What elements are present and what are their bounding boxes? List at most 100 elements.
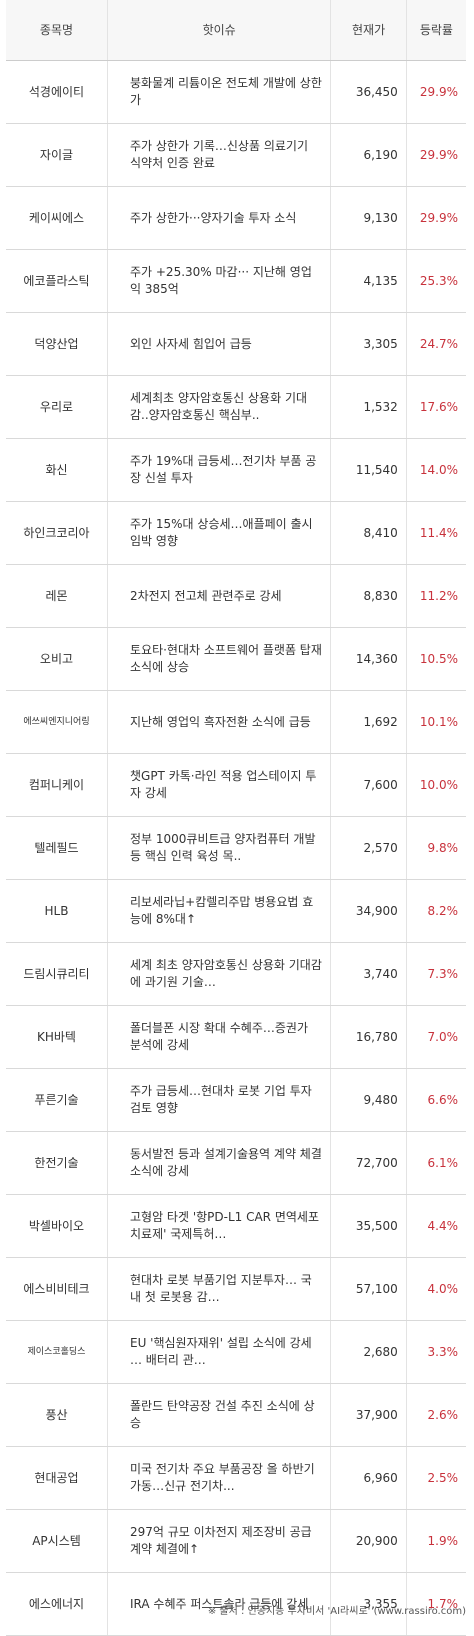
table-body: 석경에이티 붕화물계 리튬이온 전도체 개발에 상한가 36,450 29.9% 자이글… xyxy=(6,60,466,1636)
stock-name: 오비고 xyxy=(6,627,108,691)
hot-issue: 붕화물계 리튬이온 전도체 개발에 상한가 xyxy=(106,60,331,124)
change-rate: 4.0% xyxy=(405,1257,466,1321)
source-note: ※ 출처 : 인공지능 투자비서 'AI라씨로' (www.rassiro.co… xyxy=(207,1606,466,1617)
stock-name: 한전기술 xyxy=(6,1131,108,1195)
change-rate: 10.0% xyxy=(405,753,466,817)
current-price: 16,780 xyxy=(330,1005,407,1069)
hot-issue: 폴란드 탄약공장 건설 추진 소식에 상승 xyxy=(106,1383,331,1447)
stock-name: 케이씨에스 xyxy=(6,186,108,250)
hot-issue: 현대차 로봇 부품기업 지분투자… 국내 첫 로봇용 감… xyxy=(106,1257,331,1321)
change-rate: 25.3% xyxy=(405,249,466,313)
stock-name: 박셀바이오 xyxy=(6,1194,108,1258)
hot-issue: 고형암 타겟 '항PD-L1 CAR 면역세포치료제' 국제특허… xyxy=(106,1194,331,1258)
change-rate: 11.2% xyxy=(405,564,466,628)
stock-name: 석경에이티 xyxy=(6,60,108,124)
table-row: 레몬 2차전지 전고체 관련주로 강세 8,830 11.2% xyxy=(6,564,466,628)
hot-issue: 세계 최초 양자암호통신 상용화 기대감에 과기원 기술… xyxy=(106,942,331,1006)
current-price: 72,700 xyxy=(330,1131,407,1195)
change-rate: 7.3% xyxy=(405,942,466,1006)
current-price: 3,305 xyxy=(330,312,407,376)
table-row: 우리로 세계최초 양자암호통신 상용화 기대감..양자암호통신 핵심부.. 1,53… xyxy=(6,375,466,439)
current-price: 7,600 xyxy=(330,753,407,817)
current-price: 2,570 xyxy=(330,816,407,880)
table-row: 에스비비테크 현대차 로봇 부품기업 지분투자… 국내 첫 로봇용 감… 57,10… xyxy=(6,1257,466,1321)
hot-issue: 주가 19%대 급등세…전기차 부품 공장 신설 투자 xyxy=(106,438,331,502)
change-rate: 1.9% xyxy=(405,1509,466,1573)
change-rate: 2.5% xyxy=(405,1446,466,1510)
hot-issue: 외인 사자세 힘입어 급등 xyxy=(106,312,331,376)
table-row: 덕양산업 외인 사자세 힘입어 급등 3,305 24.7% xyxy=(6,312,466,376)
table-row: 오비고 토요타·현대차 소프트웨어 플랫폼 탑재 소식에 상승 14,360 10.5… xyxy=(6,627,466,691)
stock-name: 현대공업 xyxy=(6,1446,108,1510)
change-rate: 10.5% xyxy=(405,627,466,691)
change-rate: 6.6% xyxy=(405,1068,466,1132)
table-row: 석경에이티 붕화물계 리튬이온 전도체 개발에 상한가 36,450 29.9% xyxy=(6,60,466,124)
stock-table: 종목명 핫이슈 현재가 등락률 석경에이티 붕화물계 리튬이온 전도체 개발에 상… xyxy=(6,0,466,1636)
change-rate: 9.8% xyxy=(405,816,466,880)
stock-name: 우리로 xyxy=(6,375,108,439)
stock-name: 하인크코리아 xyxy=(6,501,108,565)
stock-name: 푸른기술 xyxy=(6,1068,108,1132)
current-price: 6,190 xyxy=(330,123,407,187)
current-price: 1,532 xyxy=(330,375,407,439)
stock-name: 컴퍼니케이 xyxy=(6,753,108,817)
table-row: KH바텍 폴더블폰 시장 확대 수혜주…증권가 분석에 강세 16,780 7.0% xyxy=(6,1005,466,1069)
change-rate: 8.2% xyxy=(405,879,466,943)
header-issue: 핫이슈 xyxy=(106,0,331,61)
header-rate: 등락률 xyxy=(405,0,466,61)
table-row: 드림시큐리티 세계 최초 양자암호통신 상용화 기대감에 과기원 기술… 3,740… xyxy=(6,942,466,1006)
stock-name: 풍산 xyxy=(6,1383,108,1447)
table-row: 에코플라스틱 주가 +25.30% 마감··· 지난해 영업익 385억 4,135… xyxy=(6,249,466,313)
current-price: 3,355 xyxy=(330,1572,407,1636)
hot-issue: 토요타·현대차 소프트웨어 플랫폼 탑재 소식에 상승 xyxy=(106,627,331,691)
stock-name: 에쓰씨엔지니어링 xyxy=(6,690,108,754)
table-row: 자이글 주가 상한가 기록…신상품 의료기기 식약처 인증 완료 6,190 29.9… xyxy=(6,123,466,187)
hot-issue: 챗GPT 카톡·라인 적용 업스테이지 투자 강세 xyxy=(106,753,331,817)
header-name: 종목명 xyxy=(6,0,108,61)
hot-issue: 세계최초 양자암호통신 상용화 기대감..양자암호통신 핵심부.. xyxy=(106,375,331,439)
change-rate: 2.6% xyxy=(405,1383,466,1447)
change-rate: 17.6% xyxy=(405,375,466,439)
stock-name: HLB xyxy=(6,879,108,943)
hot-issue: 주가 상한가 기록…신상품 의료기기 식약처 인증 완료 xyxy=(106,123,331,187)
current-price: 9,130 xyxy=(330,186,407,250)
table-row: HLB 리보세라닙+캄렐리주맙 병용요법 효능에 8%대↑ 34,900 8.2% xyxy=(6,879,466,943)
change-rate: 3.3% xyxy=(405,1320,466,1384)
change-rate: 29.9% xyxy=(405,60,466,124)
stock-name: KH바텍 xyxy=(6,1005,108,1069)
hot-issue: 297억 규모 이차전지 제조장비 공급계약 체결에↑ xyxy=(106,1509,331,1573)
table-row: 에쓰씨엔지니어링 지난해 영업익 흑자전환 소식에 급등 1,692 10.1% xyxy=(6,690,466,754)
table-row: 화신 주가 19%대 급등세…전기차 부품 공장 신설 투자 11,540 14.0% xyxy=(6,438,466,502)
stock-name: 드림시큐리티 xyxy=(6,942,108,1006)
current-price: 11,540 xyxy=(330,438,407,502)
hot-issue: 정부 1000큐비트급 양자컴퓨터 개발 등 핵심 인력 육성 목.. xyxy=(106,816,331,880)
hot-issue: 주가 +25.30% 마감··· 지난해 영업익 385억 xyxy=(106,249,331,313)
current-price: 3,740 xyxy=(330,942,407,1006)
table-row: 케이씨에스 주가 상한가···양자기술 투자 소식 9,130 29.9% xyxy=(6,186,466,250)
change-rate: 24.7% xyxy=(405,312,466,376)
table-row: 풍산 폴란드 탄약공장 건설 추진 소식에 상승 37,900 2.6% xyxy=(6,1383,466,1447)
hot-issue: 주가 급등세…현대차 로봇 기업 투자 검토 영향 xyxy=(106,1068,331,1132)
hot-issue: 폴더블폰 시장 확대 수혜주…증권가 분석에 강세 xyxy=(106,1005,331,1069)
current-price: 2,680 xyxy=(330,1320,407,1384)
current-price: 36,450 xyxy=(330,60,407,124)
stock-name: AP시스템 xyxy=(6,1509,108,1573)
hot-issue: 리보세라닙+캄렐리주맙 병용요법 효능에 8%대↑ xyxy=(106,879,331,943)
current-price: 8,830 xyxy=(330,564,407,628)
hot-issue: 동서발전 등과 설계기술용역 계약 체결 소식에 강세 xyxy=(106,1131,331,1195)
stock-name: 레몬 xyxy=(6,564,108,628)
hot-issue: 2차전지 전고체 관련주로 강세 xyxy=(106,564,331,628)
stock-name: 덕양산업 xyxy=(6,312,108,376)
stock-name: 에코플라스틱 xyxy=(6,249,108,313)
stock-name: 에스비비테크 xyxy=(6,1257,108,1321)
current-price: 34,900 xyxy=(330,879,407,943)
current-price: 35,500 xyxy=(330,1194,407,1258)
current-price: 8,410 xyxy=(330,501,407,565)
stock-name: 텔레필드 xyxy=(6,816,108,880)
table-header-row: 종목명 핫이슈 현재가 등락률 xyxy=(6,0,466,61)
change-rate: 1.7% xyxy=(405,1572,466,1636)
table-row: 현대공업 미국 전기차 주요 부품공장 올 하반기 가동…신규 전기차... 6,9… xyxy=(6,1446,466,1510)
current-price: 9,480 xyxy=(330,1068,407,1132)
table-row: 한전기술 동서발전 등과 설계기술용역 계약 체결 소식에 강세 72,700 6.1… xyxy=(6,1131,466,1195)
